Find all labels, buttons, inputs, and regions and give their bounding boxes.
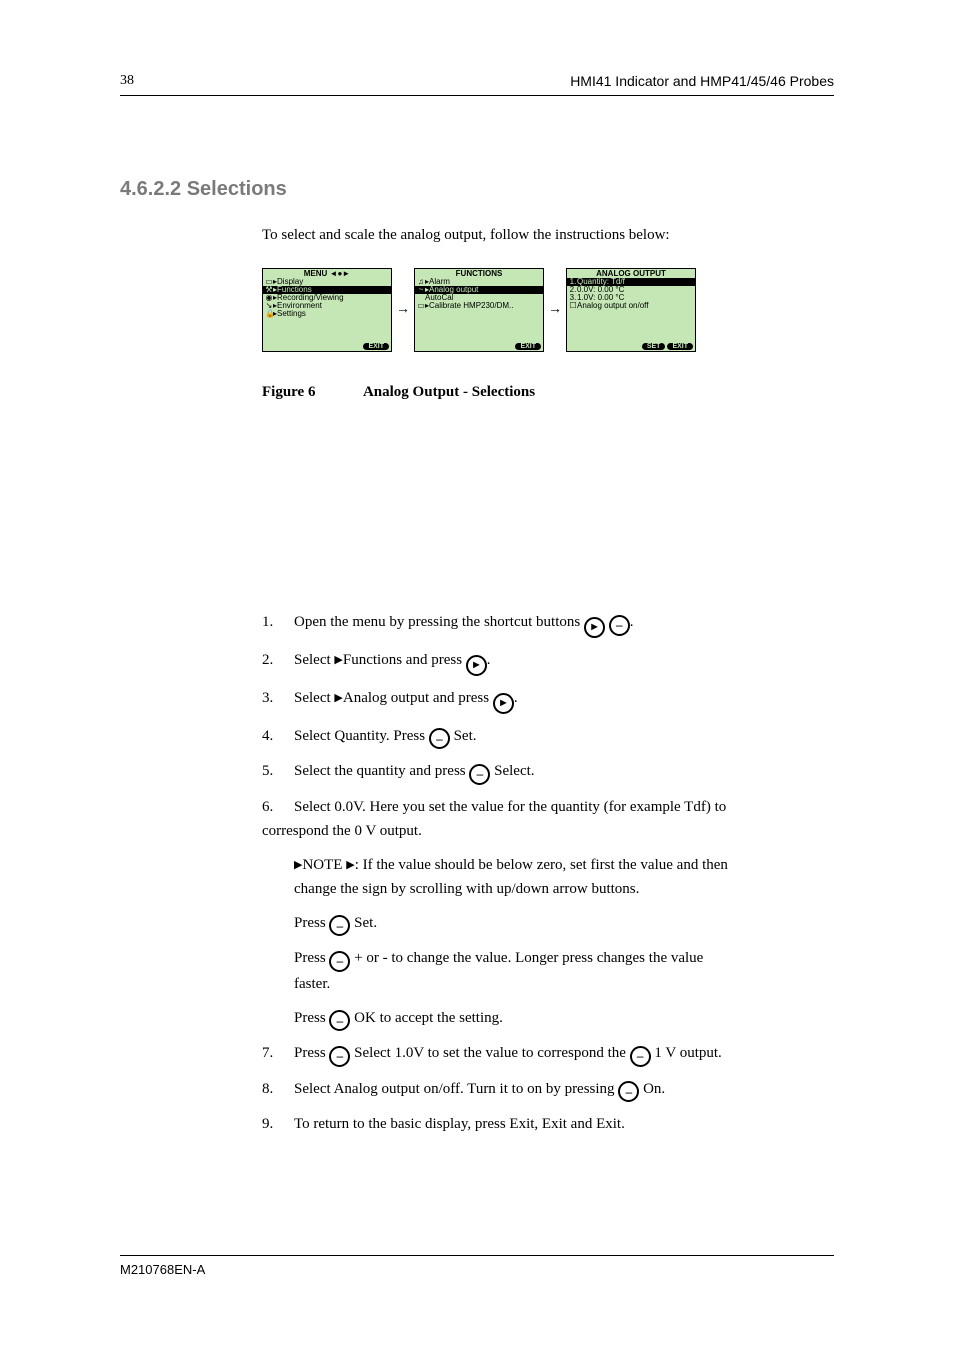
header-rule (120, 95, 834, 96)
screen-row: 🔒▸Settings (263, 310, 391, 318)
minus-icon (630, 1046, 651, 1067)
arrow-icon: → (544, 302, 566, 318)
instruction-cont: ▶NOTE ▶: If the value should be below ze… (294, 853, 742, 901)
intro-text: To select and scale the analog output, f… (262, 225, 722, 247)
footer-rule (120, 1255, 834, 1256)
screen-rows: 1.Quantity: Td/f2.0.0V: 0.00 °C3.1.0V: 0… (567, 278, 695, 310)
screen-row: ☐Analog output on/off (567, 302, 695, 310)
screen-functions: FUNCTIONS ♫▸Alarm~▸Analog output AutoCal… (414, 268, 544, 352)
minus-icon (429, 728, 450, 749)
lcd-screens: MENU ◄●► ▭▸Display⚒▸Functions◉▸Recording… (262, 268, 696, 352)
arrow-icon: → (392, 302, 414, 318)
footer-left: M210768EN-A (120, 1262, 205, 1277)
instruction-item: 9.To return to the basic display, press … (262, 1112, 742, 1136)
minus-icon (469, 764, 490, 785)
minus-icon (609, 615, 630, 636)
minus-icon (329, 915, 350, 936)
instruction-item: 7.Press Select 1.0V to set the value to … (262, 1041, 742, 1067)
minus-icon (329, 951, 350, 972)
instruction-cont: Press + or - to change the value. Longer… (294, 946, 742, 996)
screen-button: SET (642, 343, 666, 350)
triangle-icon: ▶ (294, 859, 302, 871)
instruction-item: 1.Open the menu by pressing the shortcut… (262, 610, 742, 638)
instruction-item: 6.Select 0.0V. Here you set the value fo… (262, 795, 742, 843)
triangle-icon: ▶ (334, 654, 342, 666)
instruction-item: 8.Select Analog output on/off. Turn it t… (262, 1077, 742, 1103)
page-number: 38 (120, 73, 134, 89)
screen-buttons: SETEXIT (642, 343, 693, 350)
screen-button: EXIT (667, 343, 693, 350)
instruction-item: 3.Select ▶Analog output and press . (262, 686, 742, 714)
minus-icon (329, 1046, 350, 1067)
figure-caption: Figure 6 Analog Output - Selections (262, 382, 535, 404)
instruction-cont: Press Set. (294, 911, 742, 937)
screen-menu: MENU ◄●► ▭▸Display⚒▸Functions◉▸Recording… (262, 268, 392, 352)
fig-text: Analog Output - Selections (363, 384, 535, 400)
minus-icon (618, 1081, 639, 1102)
section-heading: 4.6.2.2 Selections (120, 178, 287, 201)
page: 38 HMI41 Indicator and HMP41/45/46 Probe… (0, 0, 954, 1350)
instruction-item: 2.Select ▶Functions and press . (262, 648, 742, 676)
screen-buttons: EXIT (363, 343, 389, 350)
screen-button: EXIT (363, 343, 389, 350)
triangle-icon: ▶ (334, 692, 342, 704)
triangle-icon: ▶ (346, 859, 354, 871)
minus-icon (329, 1010, 350, 1031)
screen-rows: ♫▸Alarm~▸Analog output AutoCal▭▸Calibrat… (415, 278, 543, 310)
play-icon (493, 693, 514, 714)
instruction-item: 4.Select Quantity. Press Set. (262, 724, 742, 750)
play-icon (466, 655, 487, 676)
header-right: HMI41 Indicator and HMP41/45/46 Probes (570, 73, 834, 89)
instructions: 1.Open the menu by pressing the shortcut… (262, 610, 742, 1146)
screen-button: EXIT (515, 343, 541, 350)
instruction-cont: Press OK to accept the setting. (294, 1006, 742, 1032)
screen-analog: ANALOG OUTPUT 1.Quantity: Td/f2.0.0V: 0.… (566, 268, 696, 352)
instruction-item: 5.Select the quantity and press Select. (262, 759, 742, 785)
fig-label: Figure 6 (262, 384, 315, 400)
play-icon (584, 617, 605, 638)
screen-rows: ▭▸Display⚒▸Functions◉▸Recording/Viewing↘… (263, 278, 391, 318)
screen-row: ▭▸Calibrate HMP230/DM.. (415, 302, 543, 310)
screen-buttons: EXIT (515, 343, 541, 350)
